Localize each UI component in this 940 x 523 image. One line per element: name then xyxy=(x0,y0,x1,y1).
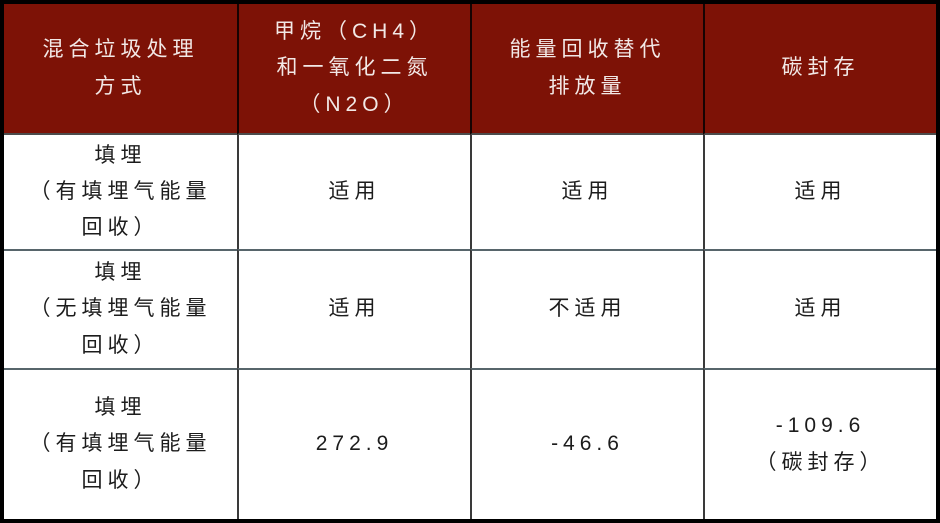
table-cell-r1-carbon: 适用 xyxy=(703,135,936,249)
table-cell-r1-energy: 适用 xyxy=(470,135,703,249)
table-cell-r3-energy: -46.6 xyxy=(470,368,703,519)
table-cell-r2-method: 填埋 （无填埋气能量 回收） xyxy=(4,249,237,368)
table-cell-r2-carbon: 适用 xyxy=(703,249,936,368)
header-cell-carbon-storage: 碳封存 xyxy=(703,4,936,135)
table-cell-r1-method: 填埋 （有填埋气能量 回收） xyxy=(29,143,212,240)
table-cell-r3-ch4: 272.9 xyxy=(237,368,470,519)
table-cell-r3-method: 填埋 （有填埋气能量 回收） xyxy=(4,368,237,519)
table-cell-r3-carbon: -109.6 （碳封存） xyxy=(703,368,936,519)
header-cell-energy-recovery: 能量回收替代 排放量 xyxy=(470,4,703,135)
table-cell-r2-energy: 不适用 xyxy=(470,249,703,368)
header-cell-treatment-method: 混合垃圾处理 方式 xyxy=(4,4,237,135)
header-cell-ch4-n2o: 甲烷（CH4） 和一氧化二氮 （N2O） xyxy=(237,4,470,135)
table-cell-r2-ch4: 适用 xyxy=(237,249,470,368)
table-cell-r1-ch4: 适用 xyxy=(237,135,470,249)
